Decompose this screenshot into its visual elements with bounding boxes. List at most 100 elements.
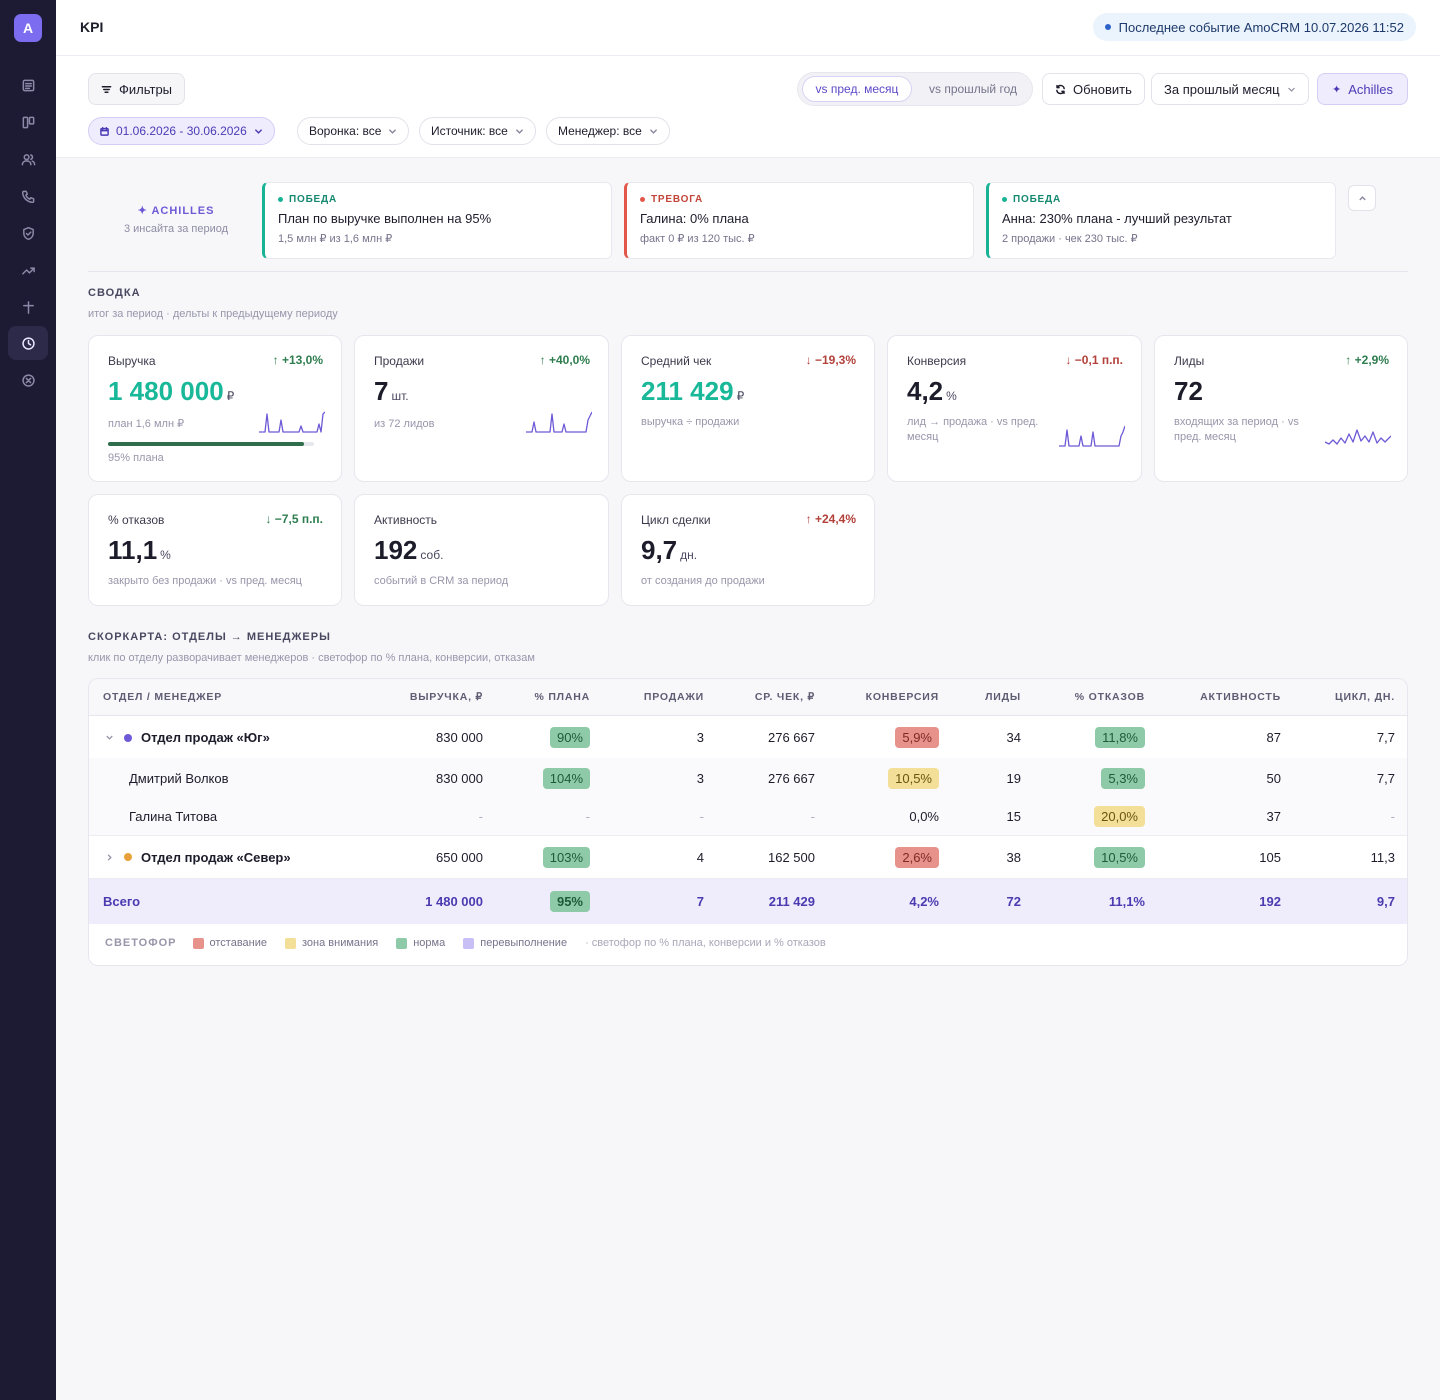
kpi-label: Выручка	[108, 354, 156, 368]
kpi-delta: ↓ −7,5 п.п.	[265, 512, 323, 526]
date-range-chip[interactable]: 01.06.2026 - 30.06.2026	[88, 117, 275, 145]
shield-icon[interactable]	[8, 216, 48, 250]
kpi-card-activity[interactable]: Активность 192 соб. событий в CRM за пери…	[354, 494, 609, 606]
kpi-card-conversion[interactable]: Конверсия ↓ −0,1 п.п. 4,2% лид → продажа…	[887, 335, 1142, 482]
manager-row[interactable]: Дмитрий Волков 830 000 104% 3 276 667 10…	[89, 758, 1407, 798]
achilles-label: Achilles	[1348, 81, 1393, 97]
dept-row-yug[interactable]: Отдел продаж «Юг» 830 000 90% 3 276 667 …	[89, 717, 1407, 758]
plan-cell: 104%	[542, 758, 590, 798]
compare-prev-year[interactable]: vs прошлый год	[929, 82, 1017, 96]
insight-tag: ПОБЕДА	[278, 194, 598, 205]
col-header[interactable]: ЛИДЫ	[985, 691, 1021, 703]
col-header[interactable]: ВЫРУЧКА, ₽	[409, 691, 483, 703]
revenue-cell: -	[478, 809, 483, 824]
sales-cell: 7	[696, 894, 704, 909]
users-icon[interactable]	[8, 142, 48, 176]
avg-check-cell: -	[810, 809, 815, 824]
conversion-cell: 0,0%	[909, 809, 939, 824]
filters-button[interactable]: Фильтры	[88, 73, 186, 105]
source-chip[interactable]: Источник: все	[419, 117, 536, 145]
col-header[interactable]: СР. ЧЕК, ₽	[754, 691, 815, 703]
kpi-note: лид → продажа · vs пред. месяц	[907, 416, 1039, 443]
scorecard-title: СКОРКАРТА: ОТДЕЛЫ → МЕНЕДЖЕРЫ	[88, 631, 331, 643]
kpi-card-revenue[interactable]: Выручка ↑ +13,0% 1 480 000 ₽ план 1,6 млн…	[88, 335, 342, 482]
trend-icon[interactable]	[8, 253, 48, 287]
kpi-card-deal-cycle[interactable]: Цикл сделки ↑ +24,4% 9,7 дн. от создания …	[621, 494, 875, 606]
col-header[interactable]: КОНВЕРСИЯ	[865, 691, 939, 703]
insight-card[interactable]: ПОБЕДА План по выручке выполнен на 95% 1…	[262, 182, 612, 259]
kpi-card-average-check[interactable]: Средний чек ↓ −19,3% 211 429 ₽ выручка ÷ …	[621, 335, 875, 482]
kpi-delta: ↑ +13,0%	[272, 353, 323, 367]
kpi-note: из 72 лидов	[374, 418, 435, 430]
manager-name-cell: Галина Титова	[129, 809, 218, 824]
achilles-button[interactable]: ✦ Achilles	[1317, 73, 1408, 105]
compare-prev-month[interactable]: vs пред. месяц	[802, 76, 912, 102]
dept-color-dot	[124, 853, 132, 861]
manager-label: Менеджер: все	[558, 124, 642, 138]
phone-icon[interactable]	[8, 179, 48, 213]
cycle-cell: 11,3	[1370, 849, 1395, 865]
avg-check-cell: 276 667	[768, 770, 815, 786]
revenue-cell: 1 480 000	[425, 894, 483, 909]
sparkline	[1059, 425, 1125, 447]
cycle-cell: 7,7	[1376, 770, 1395, 786]
col-header[interactable]: ПРОДАЖИ	[643, 691, 704, 703]
chevron-down-icon	[649, 128, 657, 134]
dept-row-sever[interactable]: Отдел продаж «Север» 650 000 103% 4 162 …	[89, 836, 1407, 879]
pin-icon[interactable]	[8, 290, 48, 324]
clock-icon[interactable]	[8, 326, 48, 360]
chevron-down-icon	[254, 128, 262, 134]
insight-detail: факт 0 ₽ из 120 тыс. ₽	[640, 233, 755, 245]
leads-cell: 15	[1006, 809, 1021, 824]
refusals-cell: 11,8%	[1095, 717, 1145, 758]
refusals-cell: 5,3%	[1101, 758, 1145, 798]
col-header[interactable]: АКТИВНОСТЬ	[1200, 691, 1281, 703]
col-header[interactable]: % ПЛАНА	[534, 691, 590, 703]
kpi-card-leads[interactable]: Лиды ↑ +2,9% 72 входящих за период · vs …	[1154, 335, 1408, 482]
kpi-label: Активность	[374, 513, 438, 527]
col-header[interactable]: ЦИКЛ, ДН.	[1334, 691, 1395, 703]
total-row: Всего 1 480 000 95% 7 211 429 4,2% 72 11…	[89, 879, 1407, 924]
manager-row[interactable]: Галина Титова - - - - 0,0% 15 20,0% 37 -	[89, 798, 1407, 836]
document-icon[interactable]	[8, 68, 48, 102]
funnel-chip[interactable]: Воронка: все	[297, 117, 410, 145]
legend-item: зона внимания	[285, 937, 378, 949]
kpi-value: 11,1%	[108, 535, 171, 565]
kpi-value: 72	[1174, 376, 1203, 406]
insight-headline: План по выручке выполнен на 95%	[278, 211, 492, 226]
kpi-value: 9,7 дн.	[641, 535, 698, 565]
kpi-delta: ↑ +40,0%	[539, 353, 590, 367]
insights-header: ✦ ACHILLES 3 инсайта за период	[120, 204, 232, 235]
compare-toggle: vs пред. месяц vs прошлый год	[797, 72, 1033, 106]
legend-note: · светофор по % плана, конверсии и % отк…	[585, 937, 826, 949]
refresh-button[interactable]: Обновить	[1042, 73, 1145, 105]
collapse-insights-button[interactable]	[1348, 185, 1376, 211]
refresh-label: Обновить	[1073, 81, 1132, 97]
filters-label: Фильтры	[119, 81, 173, 97]
close-circle-icon[interactable]	[8, 363, 48, 397]
sparkle-icon: ✦	[1331, 83, 1342, 96]
chevron-up-icon	[1358, 195, 1366, 200]
calendar-icon	[100, 126, 109, 136]
manager-chip[interactable]: Менеджер: все	[546, 117, 670, 145]
kpi-value: 7 шт.	[374, 376, 409, 406]
kpi-value: 1 480 000 ₽	[108, 376, 235, 406]
insight-card[interactable]: ТРЕВОГА Галина: 0% плана факт 0 ₽ из 120…	[624, 182, 974, 259]
kpi-value: 211 429 ₽	[641, 376, 745, 406]
period-select[interactable]: За прошлый месяц	[1151, 73, 1309, 105]
dept-color-dot	[124, 733, 132, 742]
sales-cell: 3	[696, 770, 704, 786]
app-logo[interactable]: A	[14, 14, 42, 42]
col-header[interactable]: % ОТКАЗОВ	[1074, 691, 1145, 703]
insight-card[interactable]: ПОБЕДА Анна: 230% плана - лучший результ…	[986, 182, 1336, 259]
kpi-card-sales[interactable]: Продажи ↑ +40,0% 7 шт. из 72 лидов	[354, 335, 609, 482]
insight-detail: 1,5 млн ₽ из 1,6 млн ₽	[278, 233, 393, 245]
activity-cell: 87	[1266, 730, 1281, 745]
chevron-right-icon[interactable]	[105, 853, 114, 862]
board-icon[interactable]	[8, 105, 48, 139]
kpi-card-refusals[interactable]: % отказов ↓ −7,5 п.п. 11,1% закрыто без …	[88, 494, 342, 606]
date-range-label: 01.06.2026 - 30.06.2026	[116, 124, 247, 138]
chevron-down-icon[interactable]	[105, 733, 114, 742]
dept-name-cell: Отдел продаж «Юг»	[105, 717, 270, 758]
refusals-cell: 11,1%	[1108, 894, 1145, 909]
